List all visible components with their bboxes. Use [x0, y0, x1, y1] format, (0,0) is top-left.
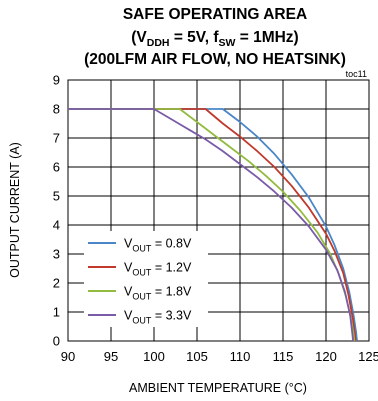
chart-tag: toc11	[346, 69, 367, 79]
chart-subtitle-2: (200LFM AIR FLOW, NO HEATSINK)	[84, 51, 346, 68]
legend-label-1: VOUT = 1.2V	[124, 261, 192, 278]
x-tick-label-1: 95	[104, 349, 118, 364]
y-tick-label-1: 1	[53, 305, 60, 320]
chart-subtitle: (VDDH = 5V, fSW = 1MHz)	[131, 29, 298, 49]
y-tick-label-6: 6	[53, 160, 60, 175]
y-tick-label-0: 0	[53, 334, 60, 349]
legend-label-2: VOUT = 1.8V	[124, 285, 192, 302]
y-tick-label-9: 9	[53, 73, 60, 88]
x-tick-labels: 90 95 100 105 110 115 120 125	[61, 349, 378, 364]
x-tick-label-7: 125	[358, 349, 378, 364]
series-lines	[68, 108, 358, 342]
x-tick-label-4: 110	[230, 349, 251, 364]
y-tick-label-5: 5	[53, 189, 60, 204]
x-tick-label-2: 100	[143, 349, 165, 364]
series-line-3	[68, 108, 354, 342]
x-tick-label-6: 120	[315, 349, 337, 364]
y-tick-label-7: 7	[53, 131, 60, 146]
legend-background	[84, 231, 208, 327]
series-line-0	[68, 108, 358, 342]
y-tick-label-8: 8	[53, 102, 60, 117]
y-tick-label-2: 2	[53, 276, 60, 291]
y-tick-labels: 0 1 2 3 4 5 6 7 8 9	[53, 73, 60, 349]
y-axis-label: OUTPUT CURRENT (A)	[8, 142, 22, 278]
x-tick-label-5: 115	[273, 349, 294, 364]
x-tick-label-3: 105	[186, 349, 208, 364]
legend: VOUT = 0.8V VOUT = 1.2V VOUT = 1.8V VOUT = …	[84, 231, 208, 327]
x-tick-label-0: 90	[61, 349, 75, 364]
legend-label-0: VOUT = 0.8V	[124, 237, 192, 254]
series-line-1	[68, 108, 357, 342]
x-axis-label: AMBIENT TEMPERATURE (°C)	[129, 381, 307, 395]
legend-label-3: VOUT = 3.3V	[124, 309, 192, 326]
plot-frame	[67, 79, 370, 342]
chart-title: SAFE OPERATING AREA	[123, 6, 307, 23]
y-tick-label-3: 3	[53, 247, 60, 262]
y-tick-label-4: 4	[53, 218, 60, 233]
